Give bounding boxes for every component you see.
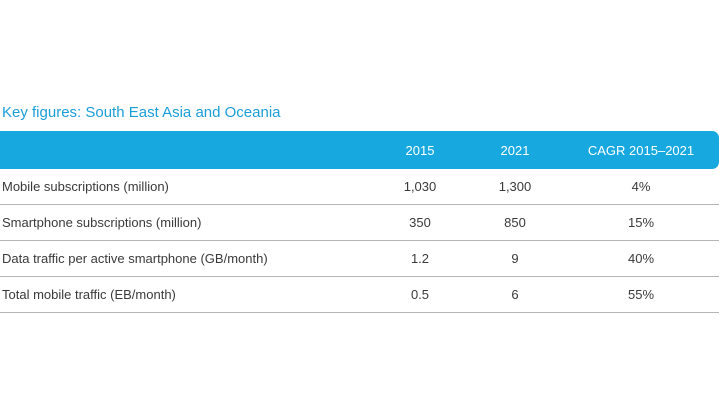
cell-cagr: 55% (627, 287, 655, 302)
cell-2015: 1,030 (403, 179, 437, 194)
header-cell-cagr: CAGR 2015–2021 (587, 142, 695, 158)
cell-2021: 1,300 (498, 179, 532, 194)
cell-cagr: 4% (631, 179, 651, 194)
cell-2015: 1.2 (410, 251, 430, 266)
row-label: Smartphone subscriptions (million) (2, 215, 202, 230)
table-row: Mobile subscriptions (million) 1,030 1,3… (0, 169, 719, 205)
cell-2021: 850 (504, 215, 526, 230)
table-header: 2015 2021 CAGR 2015–2021 (0, 131, 719, 169)
cell-cagr: 40% (627, 251, 655, 266)
page-title: Key figures: South East Asia and Oceania (2, 104, 281, 121)
cell-cagr: 15% (627, 215, 655, 230)
row-label: Data traffic per active smartphone (GB/m… (2, 251, 268, 266)
key-figures-table: 2015 2021 CAGR 2015–2021 Mobile subscrip… (0, 131, 719, 313)
table-row: Total mobile traffic (EB/month) 0.5 6 55… (0, 277, 719, 313)
row-label: Total mobile traffic (EB/month) (2, 287, 176, 302)
cell-2021: 9 (511, 251, 519, 266)
row-label: Mobile subscriptions (million) (2, 179, 169, 194)
cell-2021: 6 (511, 287, 519, 302)
header-cell-2021: 2021 (500, 142, 530, 158)
header-cell-2015: 2015 (405, 142, 435, 158)
table-row: Smartphone subscriptions (million) 350 8… (0, 205, 719, 241)
cell-2015: 350 (409, 215, 431, 230)
cell-2015: 0.5 (410, 287, 430, 302)
table-row: Data traffic per active smartphone (GB/m… (0, 241, 719, 277)
